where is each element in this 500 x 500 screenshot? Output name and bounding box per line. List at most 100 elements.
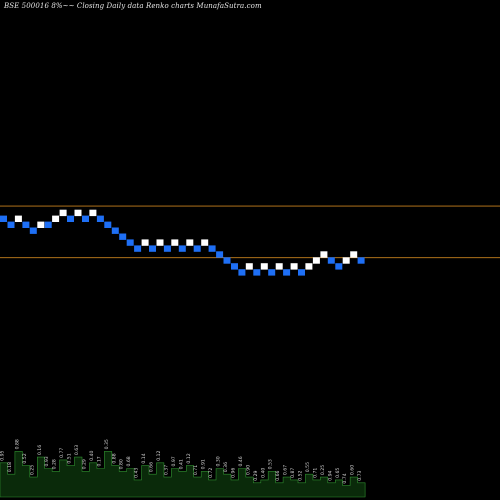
volume-label: 0.36 xyxy=(223,462,229,472)
volume-label: 0.63 xyxy=(74,445,80,455)
volume-label: 0.97 xyxy=(171,456,177,466)
renko-brick-down xyxy=(253,269,261,276)
renko-brick-up xyxy=(156,239,164,246)
renko-brick-down xyxy=(327,257,335,264)
renko-brick-up xyxy=(312,257,320,264)
volume-label: 0.90 xyxy=(245,465,251,475)
volume-label: 0.65 xyxy=(335,468,341,478)
renko-brick-up xyxy=(275,263,283,270)
volume-label: 0.72 xyxy=(208,468,214,478)
volume-label: 0.71 xyxy=(312,468,318,478)
renko-brick-down xyxy=(298,269,305,276)
volume-label: 0.12 xyxy=(186,453,192,463)
renko-brick-down xyxy=(96,215,104,222)
renko-brick-down xyxy=(134,245,142,252)
renko-brick-up xyxy=(290,263,298,270)
renko-brick-up xyxy=(59,209,67,217)
renko-brick-down xyxy=(104,221,112,228)
renko-brick-up xyxy=(320,251,328,258)
renko-brick-down xyxy=(119,233,127,240)
renko-brick-down xyxy=(238,269,246,276)
volume-label: 0.80 xyxy=(119,459,125,469)
volume-label: 0.74 xyxy=(342,473,348,483)
volume-label: 0.30 xyxy=(216,456,222,466)
renko-brick-down xyxy=(178,245,186,252)
renko-brick-down xyxy=(208,245,216,252)
volume-label: 0.73 xyxy=(357,470,363,480)
renko-brick-down xyxy=(82,215,89,222)
volume-label: 0.25 xyxy=(29,465,35,475)
renko-brick-down xyxy=(193,245,201,252)
volume-label: 0.71 xyxy=(193,465,199,475)
renko-brick-down xyxy=(335,263,343,270)
renko-brick-up xyxy=(260,263,268,270)
renko-brick-down xyxy=(163,245,171,252)
renko-brick-up xyxy=(305,263,313,270)
volume-label: 0.14 xyxy=(141,453,147,463)
volume-label: 0.88 xyxy=(14,439,20,449)
renko-brick-up xyxy=(350,251,358,258)
renko-brick-down xyxy=(111,227,119,234)
renko-brick-up xyxy=(245,263,253,270)
renko-brick-down xyxy=(29,227,37,234)
volume-label: 0.67 xyxy=(283,465,289,475)
renko-brick-up xyxy=(52,215,60,222)
volume-label: 0.37 xyxy=(163,465,169,475)
volume-label: 0.87 xyxy=(290,468,296,478)
renko-brick-down xyxy=(126,239,134,246)
volume-label: 0.29 xyxy=(253,470,259,480)
renko-brick-up xyxy=(14,215,22,222)
renko-brick-down xyxy=(44,221,52,228)
volume-label: 0.29 xyxy=(82,459,88,469)
renko-brick-down xyxy=(231,263,238,270)
volume-label: 0.18 xyxy=(7,462,13,472)
volume-label: 0.46 xyxy=(238,456,244,466)
volume-label: 0.12 xyxy=(156,450,162,460)
volume-labels: 0.950.180.880.520.250.160.93 0.280.770.51… xyxy=(0,439,363,484)
chart-title: BSE 500016 8%~~ Closing Daily data Renko… xyxy=(4,2,262,10)
renko-brick-up xyxy=(342,257,350,264)
volume-label: 0.52 xyxy=(298,470,304,480)
volume-label: 0.66 xyxy=(275,470,281,480)
renko-brick-down xyxy=(283,269,291,276)
volume-label: 0.25 xyxy=(320,465,326,475)
volume-label: 0.95 xyxy=(0,450,6,460)
volume-area xyxy=(0,451,366,498)
volume-panel xyxy=(0,451,366,498)
renko-brick-down xyxy=(149,245,156,252)
volume-label: 0.28 xyxy=(52,459,58,469)
renko-brick-up xyxy=(89,209,97,217)
volume-label: 0.88 xyxy=(111,453,117,463)
renko-brick-down xyxy=(223,257,231,264)
volume-label: 0.51 xyxy=(67,453,73,463)
renko-bricks xyxy=(0,209,365,276)
volume-label: 0.93 xyxy=(44,456,50,466)
renko-brick-up xyxy=(171,239,179,246)
renko-brick-up xyxy=(74,209,82,217)
renko-brick-down xyxy=(216,251,224,258)
volume-label: 0.43 xyxy=(134,468,140,478)
renko-brick-up xyxy=(37,221,45,228)
volume-label: 0.91 xyxy=(201,459,207,469)
renko-brick-down xyxy=(268,269,276,276)
volume-label: 0.40 xyxy=(260,468,266,478)
volume-label: 0.77 xyxy=(59,448,65,458)
renko-brick-down xyxy=(67,215,74,222)
renko-brick-up xyxy=(201,239,209,246)
volume-label: 0.41 xyxy=(178,459,184,469)
renko-brick-down xyxy=(7,221,15,228)
volume-label: 0.96 xyxy=(231,468,237,478)
volume-label: 0.35 xyxy=(104,439,110,449)
renko-brick-down xyxy=(0,215,7,222)
volume-label: 0.17 xyxy=(96,456,102,466)
volume-label: 0.55 xyxy=(305,462,311,472)
volume-label: 0.16 xyxy=(37,445,43,455)
renko-brick-up xyxy=(141,239,149,246)
renko-brick-down xyxy=(22,221,30,228)
volume-label: 0.60 xyxy=(350,465,356,475)
renko-brick-up xyxy=(186,239,194,246)
volume-label: 0.52 xyxy=(22,453,28,463)
volume-label: 0.68 xyxy=(126,456,132,466)
volume-label: 0.66 xyxy=(149,462,155,472)
